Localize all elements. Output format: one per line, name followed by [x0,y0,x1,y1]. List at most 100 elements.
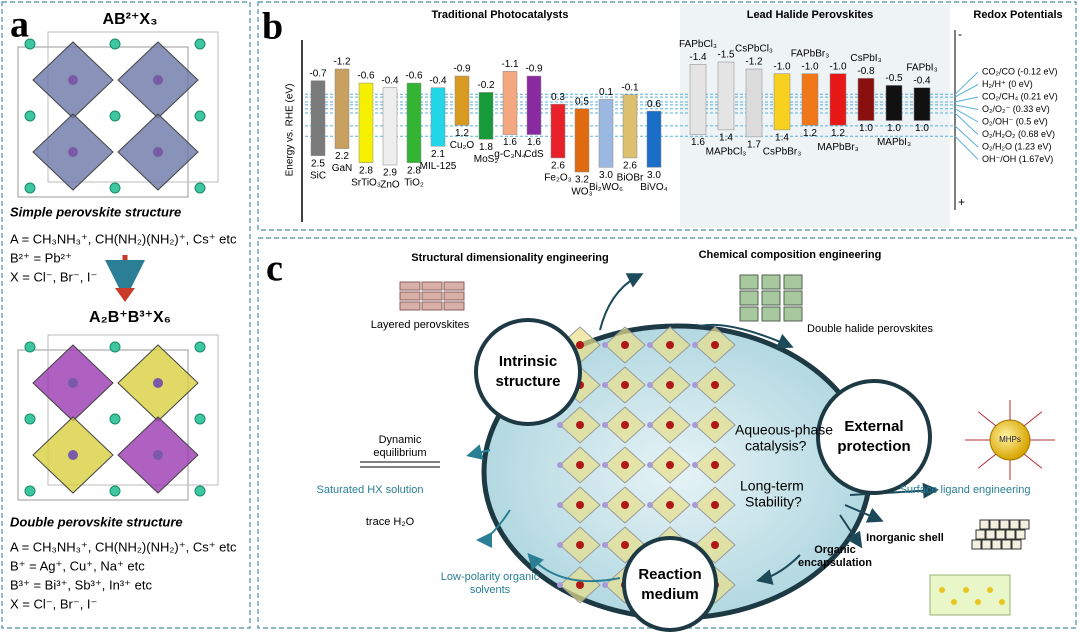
vb-label: 3.0 [647,170,661,181]
a-atom [194,182,206,194]
material-name: CsPbCl₃ [735,44,773,55]
atom [621,381,629,389]
axis-label: Energy vs. RHE (eV) [285,84,296,177]
label: Layered perovskites [371,319,470,331]
band [745,68,763,138]
a-atom [194,38,206,50]
cell-edge [47,31,219,183]
double-cell [739,274,759,290]
cb-label: -0.5 [885,73,903,84]
layer [399,301,421,311]
cb-label: -0.7 [309,68,327,79]
material-name: ZnO [380,180,400,191]
vb-label: 1.4 [775,133,789,144]
question: catalysis? [745,438,807,454]
band [550,103,566,159]
label: equilibrium [373,447,426,459]
arrow [839,514,863,549]
atom [692,462,698,468]
a-atom [194,485,206,497]
atom [666,381,674,389]
atom [711,501,719,509]
material-name: Fe₂O₃ [544,173,571,184]
material-name: g-C₃N₄ [494,149,526,160]
cell-edge [17,46,189,198]
material-name: CsPbBr₃ [763,147,802,158]
cb-label: -1.2 [333,57,351,68]
material-name: MAPbCl₃ [706,147,747,158]
cb-label: -1.5 [717,50,735,61]
layer [421,281,443,291]
double-cell [783,274,803,290]
material-name: SiC [310,170,326,181]
atom [711,541,719,549]
redox-label: CO₂/CH₄ (0.21 eV) [982,91,1058,101]
shell-cube [985,529,996,540]
atom [557,462,563,468]
b-atom [68,147,78,157]
a-atom [109,182,121,194]
topic-title: structure [495,373,560,390]
question: Stability? [745,494,802,510]
cb-label: -1.1 [501,59,519,70]
atom [692,342,698,348]
cb-label: -0.2 [477,80,495,91]
leader [954,135,979,160]
band [598,99,614,168]
atom [711,461,719,469]
redox-label: O₂/O₂⁻ (0.33 eV) [982,104,1050,114]
leader [954,84,979,98]
ligand [1023,453,1043,469]
atom [602,382,608,388]
atom [666,501,674,509]
label: encapsulation [798,557,872,569]
leader [954,108,979,123]
atom [621,341,629,349]
cb-label: 0.6 [647,99,661,110]
arrow-head [115,288,135,302]
redox-label: O₂/H₂O (1.23 eV) [982,141,1052,151]
band [430,87,446,147]
crystal-structure [17,31,219,198]
a-atom [24,413,36,425]
a-atom [194,110,206,122]
band [358,82,374,163]
cb-label: -1.0 [801,61,819,72]
label: Organic [814,544,856,556]
vb-label: 1.7 [747,140,761,151]
cb-label: -1.2 [745,57,763,68]
b-atom [68,450,78,460]
cb-label: -0.8 [857,66,875,77]
vb-label: 2.6 [623,161,637,172]
vb-label: 1.8 [479,142,493,153]
layer [399,281,421,291]
axis-sign: + [958,195,965,209]
leader [954,104,979,110]
band [574,108,590,173]
material-name: CsPbI₃ [850,53,881,64]
question: Aqueous-phase [735,422,833,438]
cb-label: 0.5 [575,96,589,107]
shell-cube [975,529,986,540]
cb-label: -0.4 [913,75,931,86]
particle [999,599,1005,605]
cb-label: -1.0 [773,61,791,72]
vb-label: 1.0 [887,123,901,134]
particle [939,587,945,593]
arrow [466,444,491,460]
band [526,75,542,135]
vb-label: 2.9 [383,168,397,179]
ligand [1023,411,1043,427]
composition: B⁺ = Ag⁺, Cu⁺, Na⁺ etc [10,558,145,573]
atom [602,462,608,468]
atom [557,542,563,548]
vb-label: 1.0 [915,123,929,134]
atom [557,422,563,428]
material-name: WO₃ [571,187,592,198]
material-name: MAPbI₃ [877,137,911,148]
arrow [699,323,794,349]
composition: X = Cl⁻, Br⁻, I⁻ [10,269,97,284]
double-cell [783,306,803,322]
composition: A = CH₃NH₃⁺, CH(NH₂)(NH₂)⁺, Cs⁺ etc [10,231,237,246]
arrow [849,482,939,499]
